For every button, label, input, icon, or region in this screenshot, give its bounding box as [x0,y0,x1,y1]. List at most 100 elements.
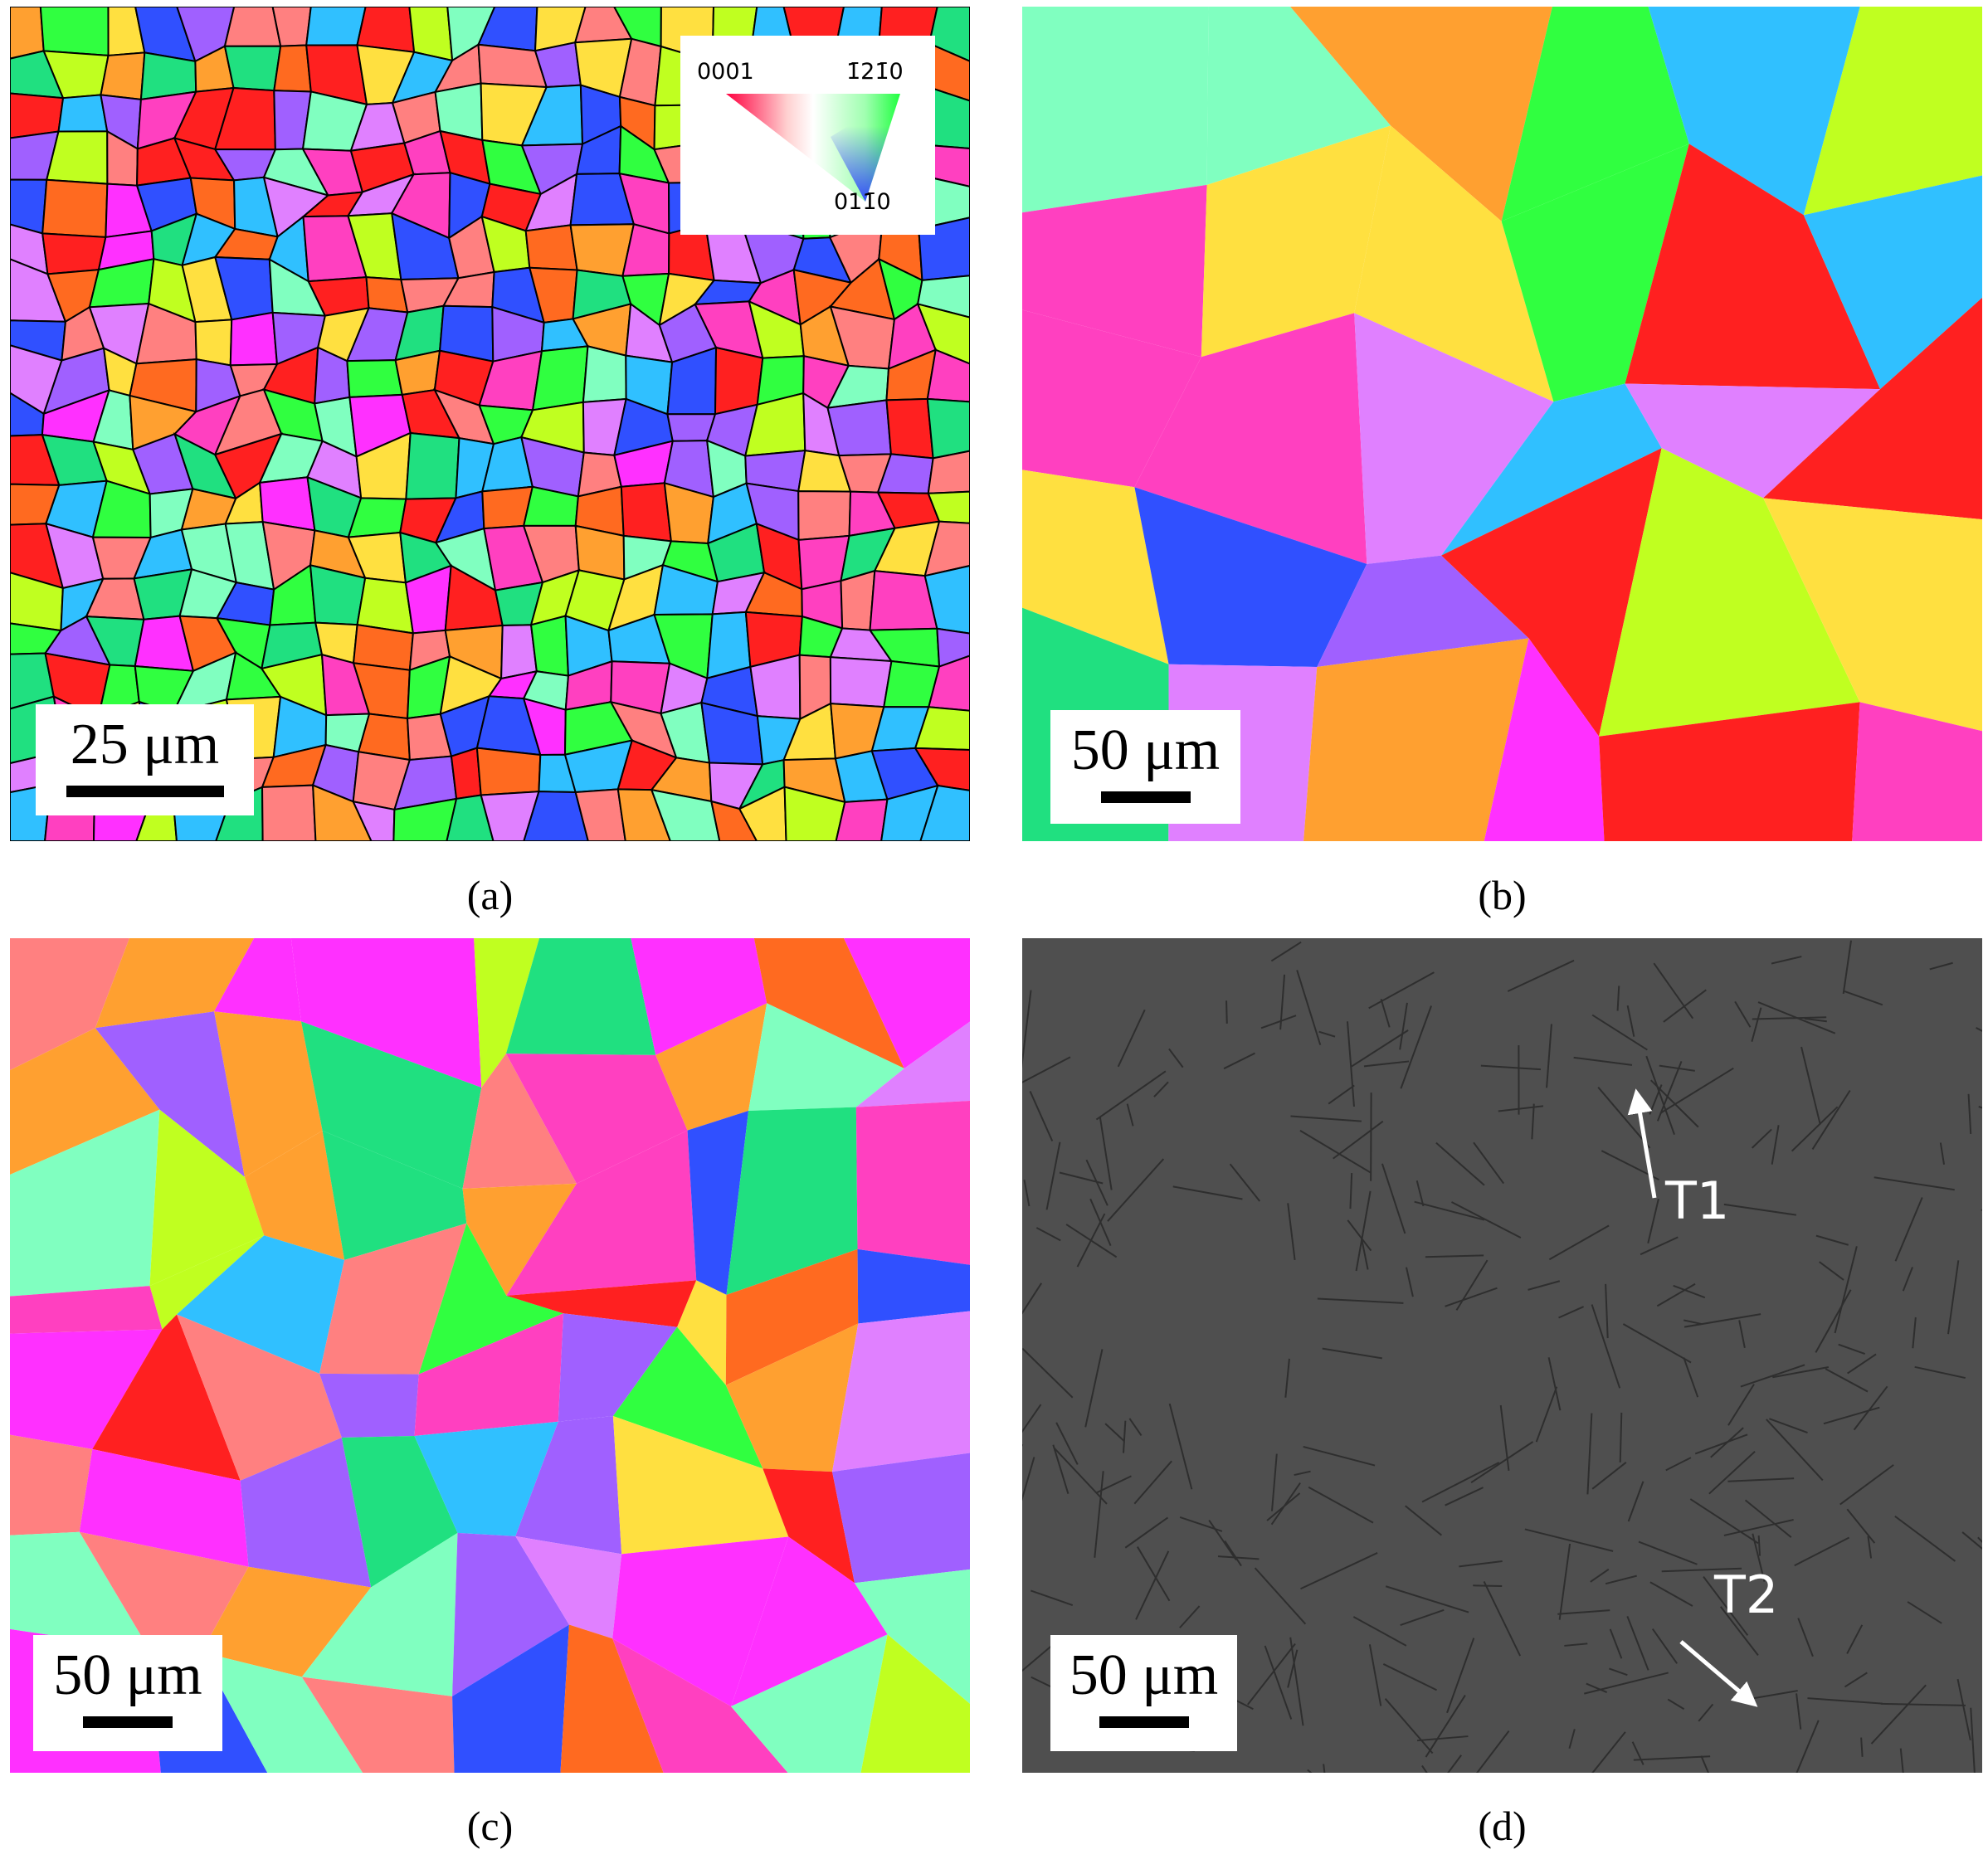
grain [1354,313,1554,564]
texture-line [1665,1457,1692,1472]
texture-line [1022,1347,1074,1399]
texture-line [1095,1070,1167,1121]
grain [95,938,255,1029]
texture-line [1734,1000,1752,1028]
texture-line [1435,1141,1485,1186]
grain [201,1652,363,1773]
texture-line [1270,941,1302,962]
grain [214,1011,323,1177]
texture-line [1470,1441,1534,1484]
texture-line [1967,1093,1972,1134]
texture-line [1284,1358,1290,1398]
texture-line [1045,1141,1061,1210]
texture-line [1299,1130,1372,1174]
texture-line [1558,1306,1585,1319]
grain [1763,297,1982,520]
texture-line [1317,1297,1404,1304]
texture-line [1084,1349,1104,1428]
grain [531,345,589,411]
grains [1022,7,1982,841]
texture-line [1586,1682,1608,1694]
texture-line [1104,1423,1125,1442]
grain [650,788,721,841]
texture-line [1322,1347,1382,1360]
texture-line [1616,986,1620,1011]
grain [725,1323,859,1472]
grain [356,577,415,635]
texture-line [1499,1404,1510,1472]
texture-line [1368,971,1435,1010]
grain [926,348,970,403]
texture-line [1757,1535,1761,1556]
texture-line [1839,1464,1894,1506]
grain [1484,638,1605,841]
grain [885,397,934,460]
grain [753,938,904,1068]
texture-line [1217,1555,1260,1560]
texture-line [1797,1618,1814,1657]
texture-line [1346,1021,1355,1107]
texture-line [1363,1060,1410,1068]
grain [826,399,892,457]
texture-line [1564,1643,1588,1647]
texture-line [1981,1209,1982,1212]
texture-line [1796,1693,1802,1730]
grain [414,1421,558,1536]
texture-line [1381,1163,1406,1234]
texture-line [1022,1056,1071,1083]
texture-line [1030,1589,1074,1606]
grain [1134,487,1367,668]
grain [749,654,802,720]
texture-line [1661,1567,1742,1573]
texture-line [1591,1462,1627,1490]
grain [45,130,109,185]
texture-line [1811,1089,1851,1150]
grain [1022,470,1169,664]
scale-bar: 50 μm [1050,1635,1237,1751]
grain [783,786,846,841]
texture-line [1254,1567,1307,1625]
texture-line [1929,961,1953,971]
texture-line [1287,1649,1299,1688]
annotation: T1 [1665,1170,1730,1231]
texture-line [1656,1282,1696,1307]
texture-line [1528,1280,1561,1291]
grain [290,938,482,1088]
grain [452,1532,569,1696]
texture-line [1673,1284,1706,1299]
sem-image [1022,940,1982,1773]
texture-line [1846,1508,1876,1544]
texture-line [1022,1404,1042,1433]
grain [92,1314,241,1481]
texture-line [1894,1197,1923,1262]
grain [1625,144,1881,390]
grain [346,359,403,398]
grain [748,1003,904,1112]
legend-label: 1̄21̄0 [846,59,904,85]
grain [319,1373,419,1438]
texture-line [1815,1289,1852,1353]
grain [1441,448,1662,737]
grain [612,1416,789,1555]
texture-line [1860,1737,1864,1757]
texture-line [1445,1487,1484,1506]
texture-line [1977,1536,1982,1544]
texture-line [1535,1386,1558,1443]
texture-line [1023,1180,1031,1207]
texture-line [1939,1142,1946,1166]
texture-line [1531,1103,1535,1140]
texture-line [1723,1519,1794,1536]
arrow [1627,1088,1657,1199]
grain [319,1223,467,1375]
texture-line [1126,1103,1134,1127]
grain [10,1109,160,1297]
grain [914,706,970,751]
texture-line [1022,1457,1035,1501]
texture-line [1558,1543,1571,1620]
scale-bar: 50 μm [1050,710,1240,824]
grain [462,1183,577,1296]
texture-line [1834,1246,1858,1334]
grain [523,791,589,841]
texture-line [1947,1260,1960,1335]
